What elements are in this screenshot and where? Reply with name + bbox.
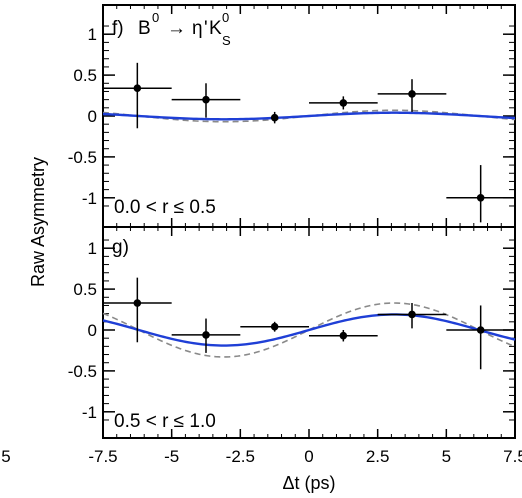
top-panel-title-b: B	[138, 18, 151, 39]
bottom-panel-label: g)	[112, 237, 129, 258]
x-tick-label: 2.5	[366, 447, 390, 466]
top-panel-title-eta: η	[192, 18, 203, 39]
top-panel-title-k: K	[209, 18, 222, 39]
x-tick-label: 7.5	[503, 447, 522, 466]
bottom-point-1	[133, 299, 142, 307]
x-tick-label: -2.5	[226, 447, 255, 466]
plot-layer: -1 -0.5 0 0.5 1 -1 -0.5 0 0.5 1 -7.5 -5 -2.5 0 2.5 5 7.5	[68, 5, 522, 466]
bottom-y-tick-label: 1	[88, 239, 97, 258]
top-panel-label: f)	[112, 18, 124, 39]
x-axis-label: Δt (ps)	[282, 473, 335, 493]
bottom-y-tick-label: -0.5	[68, 362, 97, 381]
bottom-y-tick-label: -1	[82, 403, 97, 422]
top-y-tick-label: 0	[88, 107, 97, 126]
edge-tick-label: 5	[1, 447, 10, 466]
top-y-tick-label: 1	[88, 25, 97, 44]
top-point-6	[476, 194, 485, 202]
top-y-tick-label: -1	[82, 189, 97, 208]
bottom-panel-frame	[102, 226, 516, 439]
top-panel-title-k-sub: S	[222, 33, 231, 48]
top-panel-title-k-sup: 0	[222, 10, 229, 25]
top-panel-title-arrow: →	[167, 18, 186, 39]
top-panel-title-b-sup: 0	[152, 10, 159, 25]
top-y-tick-label: 0.5	[73, 66, 97, 85]
top-expected-curve	[102, 109, 516, 123]
x-tick-label: -7.5	[88, 447, 117, 466]
bottom-y-tick-label: 0.5	[73, 280, 97, 299]
top-point-5	[408, 90, 416, 98]
bottom-point-2	[202, 331, 210, 339]
top-panel-title-prime: '	[204, 18, 208, 39]
top-point-4	[339, 99, 348, 107]
bottom-point-4	[339, 331, 348, 340]
bottom-fit-curve	[102, 313, 516, 347]
top-y-tick-label: -0.5	[68, 148, 97, 167]
x-tick-label: -5	[164, 447, 179, 466]
x-tick-label: 0	[304, 447, 313, 466]
top-panel-range-label: 0.0 < r ≤ 0.5	[114, 197, 216, 218]
top-point-3	[270, 113, 279, 122]
bottom-point-6	[476, 326, 485, 334]
bottom-panel-range-label: 0.5 < r ≤ 1.0	[114, 411, 216, 432]
top-point-2	[202, 95, 210, 104]
y-axis-label: Raw Asymmetry	[28, 157, 48, 287]
top-fit-curve	[102, 111, 516, 121]
top-point-1	[133, 84, 142, 92]
x-tick-label: 5	[442, 447, 451, 466]
bottom-point-3	[270, 322, 279, 331]
bottom-point-5	[408, 310, 416, 319]
bottom-y-tick-label: 0	[88, 321, 97, 340]
